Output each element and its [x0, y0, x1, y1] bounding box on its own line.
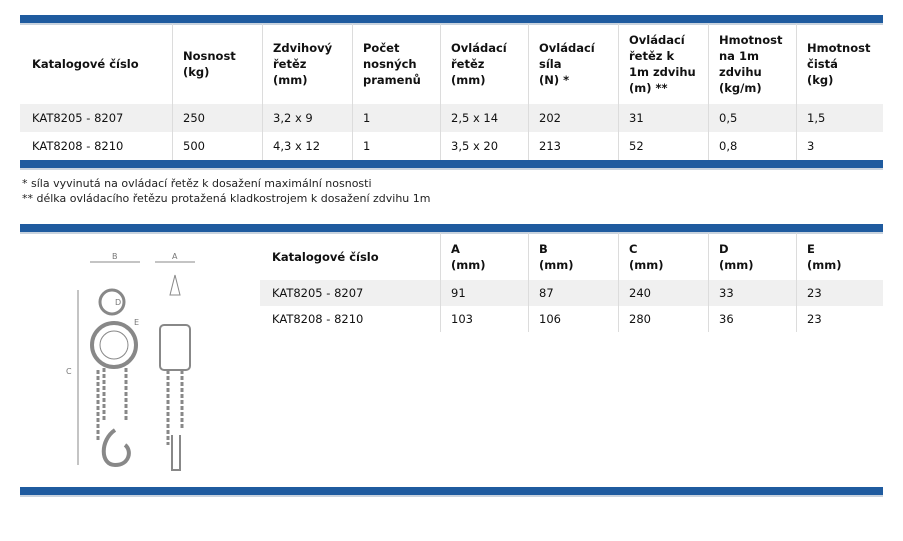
side-chain	[166, 370, 184, 445]
table-cell: 31	[618, 104, 708, 132]
hoist-wheel	[99, 330, 129, 360]
table-cell: 3,2 x 9	[262, 104, 352, 132]
table-cell: 240	[618, 280, 708, 306]
hoist-drawing: B A C D E	[66, 252, 195, 471]
dim-label: B	[112, 252, 118, 261]
footnote: ** délka ovládacího řetězu protažená kla…	[22, 192, 431, 205]
table-cell: 250	[172, 104, 262, 132]
table-cell: KAT8205 - 8207	[20, 104, 172, 132]
table-cell: 23	[796, 306, 883, 332]
header-cell: D (mm)	[708, 233, 796, 280]
header-cell: Ovládací řetěz k 1m zdvihu (m) **	[618, 24, 708, 104]
table-cell: 1	[352, 132, 440, 160]
table-cell: 23	[796, 280, 883, 306]
table-cell: 3,5 x 20	[440, 132, 528, 160]
dim-label: C	[66, 367, 72, 376]
section-bar	[20, 224, 883, 234]
header-cell: Hmotnost čistá (kg)	[796, 24, 883, 104]
table-cell: 36	[708, 306, 796, 332]
side-bottom-hook	[171, 435, 181, 471]
header-cell: Katalogové číslo	[272, 249, 379, 264]
header-cell: A (mm)	[440, 233, 528, 280]
hoist-body	[90, 321, 138, 369]
header-cell: Katalogové číslo	[32, 57, 139, 71]
table-cell: 0,8	[708, 132, 796, 160]
header-cell: Zdvihový řetěz (mm)	[262, 24, 352, 104]
table-cell: 213	[528, 132, 618, 160]
header-cell: C (mm)	[618, 233, 708, 280]
table-cell: 500	[172, 132, 262, 160]
table-cell: KAT8208 - 8210	[32, 139, 124, 153]
side-hook	[169, 274, 181, 296]
table-cell: 280	[618, 306, 708, 332]
top-bar	[20, 15, 883, 25]
side-body	[159, 324, 191, 371]
table-bar	[20, 160, 883, 170]
table-cell: 106	[528, 306, 618, 332]
table-cell: KAT8208 - 8210	[272, 312, 364, 326]
table-cell: 2,5 x 14	[440, 104, 528, 132]
table-cell: 1	[352, 104, 440, 132]
top-hook	[98, 288, 126, 316]
table-cell: 202	[528, 104, 618, 132]
header-cell: E (mm)	[796, 233, 883, 280]
header-cell: Ovládací síla (N) *	[528, 24, 618, 104]
table-cell: 0,5	[708, 104, 796, 132]
chain	[96, 368, 128, 440]
table-cell: 1,5	[796, 104, 883, 132]
dim-label: D	[115, 298, 121, 307]
table-cell: 87	[528, 280, 618, 306]
table-cell: 4,3 x 12	[262, 132, 352, 160]
table-cell: 3	[796, 132, 883, 160]
table-cell: 91	[440, 280, 528, 306]
table-cell: 52	[618, 132, 708, 160]
dim-label: A	[172, 252, 178, 261]
footnote: * síla vyvinutá na ovládací řetěz k dosa…	[22, 177, 372, 190]
header-cell: B (mm)	[528, 233, 618, 280]
table-cell: 33	[708, 280, 796, 306]
bottom-hook	[101, 428, 131, 468]
table-cell: 103	[440, 306, 528, 332]
dim-label: E	[134, 318, 139, 327]
header-cell: Nosnost (kg)	[172, 24, 262, 104]
table-cell: KAT8205 - 8207	[260, 280, 440, 306]
header-cell: Ovládací řetěz (mm)	[440, 24, 528, 104]
header-cell: Počet nosných pramenů	[352, 24, 440, 104]
bottom-bar	[20, 487, 883, 497]
header-cell: Hmotnost na 1m zdvihu (kg/m)	[708, 24, 796, 104]
